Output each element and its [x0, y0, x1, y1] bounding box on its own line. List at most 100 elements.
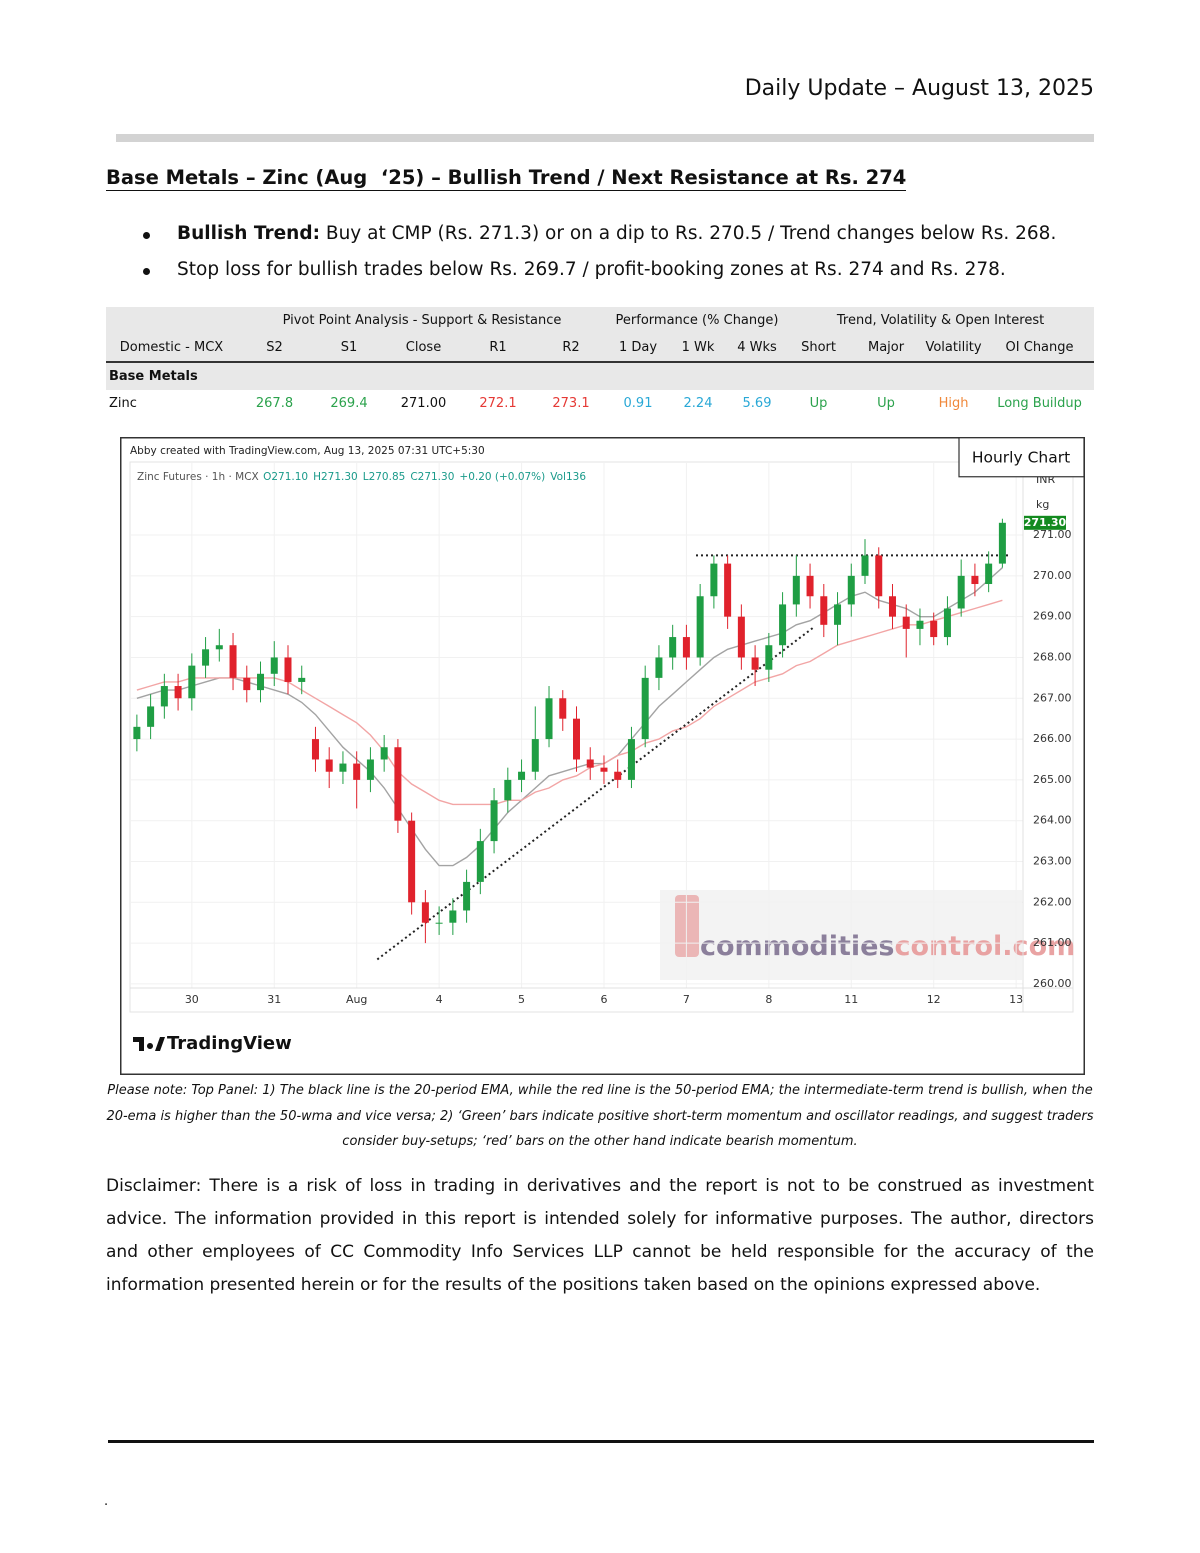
legend-item: O271.10: [263, 471, 308, 483]
candle-body: [476, 841, 484, 882]
group-header: Trend, Volatility & Open Interest: [787, 307, 1095, 334]
candle-body: [696, 596, 704, 658]
bullet-label: Bullish Trend:: [177, 223, 320, 244]
x-tick-label: 30: [185, 993, 199, 1006]
watermark-part: commodities: [700, 931, 895, 962]
candle-body: [614, 771, 622, 780]
candle-body: [325, 759, 333, 772]
candle-body: [311, 739, 319, 760]
candle-body: [160, 686, 168, 707]
y-tick-label: 267.00: [1033, 691, 1072, 704]
y-tick-label: 271.00: [1033, 528, 1072, 541]
candle-body: [916, 620, 924, 629]
x-tick-label: 6: [600, 993, 607, 1006]
candle-body: [380, 747, 388, 760]
column-header: S1: [312, 334, 386, 363]
cell: 5.69: [742, 396, 772, 411]
header-title: Daily Update – August 13, 2025: [744, 76, 1094, 101]
cell: 269.4: [330, 396, 368, 411]
legend-item: Vol136: [550, 471, 586, 483]
cell: 267.8: [255, 396, 294, 411]
candle-body: [861, 555, 869, 576]
x-tick-label: 13: [1009, 993, 1023, 1006]
x-tick-label: Aug: [346, 993, 367, 1006]
bullet: Stop loss for bullish trades below Rs. 2…: [177, 259, 1006, 280]
candle-body: [353, 763, 361, 780]
report-title: Base Metals – Zinc (Aug ‘25) – Bullish T…: [106, 166, 907, 191]
candle-body: [724, 563, 732, 617]
column-header: Domestic - MCX: [106, 334, 237, 363]
column-header: Short: [787, 334, 851, 363]
candle-body: [449, 910, 457, 923]
y-tick-label: 270.00: [1033, 569, 1072, 582]
candle-body: [174, 686, 182, 699]
section-label: Base Metals: [106, 362, 1095, 390]
candle-body: [710, 563, 718, 597]
candle-body: [339, 763, 347, 772]
y-tick-label: 262.00: [1033, 895, 1072, 908]
last-price-box: [1024, 515, 1066, 530]
candle-body: [957, 575, 965, 609]
candle-body: [504, 779, 512, 801]
chart-legend: Zinc Futures · 1h · MCX O271.10 H271.30 L27…: [137, 471, 586, 483]
candle-body: [627, 739, 635, 780]
candle-body: [875, 555, 883, 597]
last-price-label: 271.30: [1024, 516, 1067, 529]
bullet: Bullish Trend: Buy at CMP (Rs. 271.3) or…: [177, 223, 1056, 244]
y-tick-label: 265.00: [1033, 773, 1072, 786]
candle-body: [641, 677, 649, 740]
candle-body: [751, 657, 759, 670]
candle-body: [202, 649, 210, 666]
watermark-part: control.com: [895, 931, 1076, 962]
cell: Up: [877, 396, 895, 411]
candle-body: [655, 657, 663, 678]
legend-item: Zinc Futures · 1h · MCX: [137, 471, 259, 483]
candle-body: [737, 616, 745, 658]
legend-item: H271.30: [313, 471, 358, 483]
dotted-line: [376, 626, 815, 961]
candle-body: [394, 747, 402, 821]
brand: TradingView: [167, 1033, 292, 1054]
candle-body: [820, 596, 828, 625]
group-header: Pivot Point Analysis - Support & Resista…: [237, 307, 607, 334]
candle-body: [559, 698, 567, 719]
bullet-dot: [143, 232, 150, 239]
footer-rule: [108, 1440, 1094, 1443]
x-tick-label: 12: [927, 993, 941, 1006]
section-row: Base Metals: [106, 362, 1095, 390]
y-tick-label: 264.00: [1033, 814, 1072, 827]
brand-icon: [133, 1037, 165, 1051]
divider-bar: [116, 134, 1094, 142]
x-tick-label: 4: [436, 993, 443, 1006]
chart-label: Hourly Chart: [972, 449, 1070, 467]
cell: 272.1: [479, 396, 517, 411]
cell: 271.00: [400, 396, 447, 411]
candle-body: [490, 800, 498, 842]
y-tick-label: 269.00: [1033, 610, 1072, 623]
candle-body: [147, 706, 155, 727]
candle-body: [669, 637, 677, 658]
candle-body: [902, 616, 910, 629]
candle-body: [366, 759, 374, 780]
x-tick-label: 8: [765, 993, 772, 1006]
group-row: Pivot Point Analysis - Support & Resista…: [106, 307, 1095, 334]
candle-body: [682, 637, 690, 658]
candle-body: [943, 608, 951, 638]
legend-item: +0.20 (+0.07%): [459, 471, 545, 483]
x-tick-label: 11: [844, 993, 858, 1006]
cell: 2.24: [683, 396, 713, 411]
watermark-bg: [660, 890, 1022, 980]
candle-body: [270, 657, 278, 674]
disclaimer: Disclaimer: There is a risk of loss in t…: [106, 1176, 1094, 1295]
candle-body: [888, 596, 896, 617]
candle-body: [792, 575, 800, 605]
bullet-text: Stop loss for bullish trades below Rs. 2…: [177, 259, 1006, 280]
column-header: 4 Wks: [727, 334, 788, 363]
x-tick-label: 31: [267, 993, 281, 1006]
candle-body: [586, 759, 594, 768]
cell: High: [938, 396, 969, 411]
header-row: Domestic - MCX S2 S1 Close R1 R2 1 Day 1 Wk 4 Wk…: [106, 334, 1095, 363]
column-header: R1: [461, 334, 535, 363]
watermark-icon: [675, 895, 699, 957]
